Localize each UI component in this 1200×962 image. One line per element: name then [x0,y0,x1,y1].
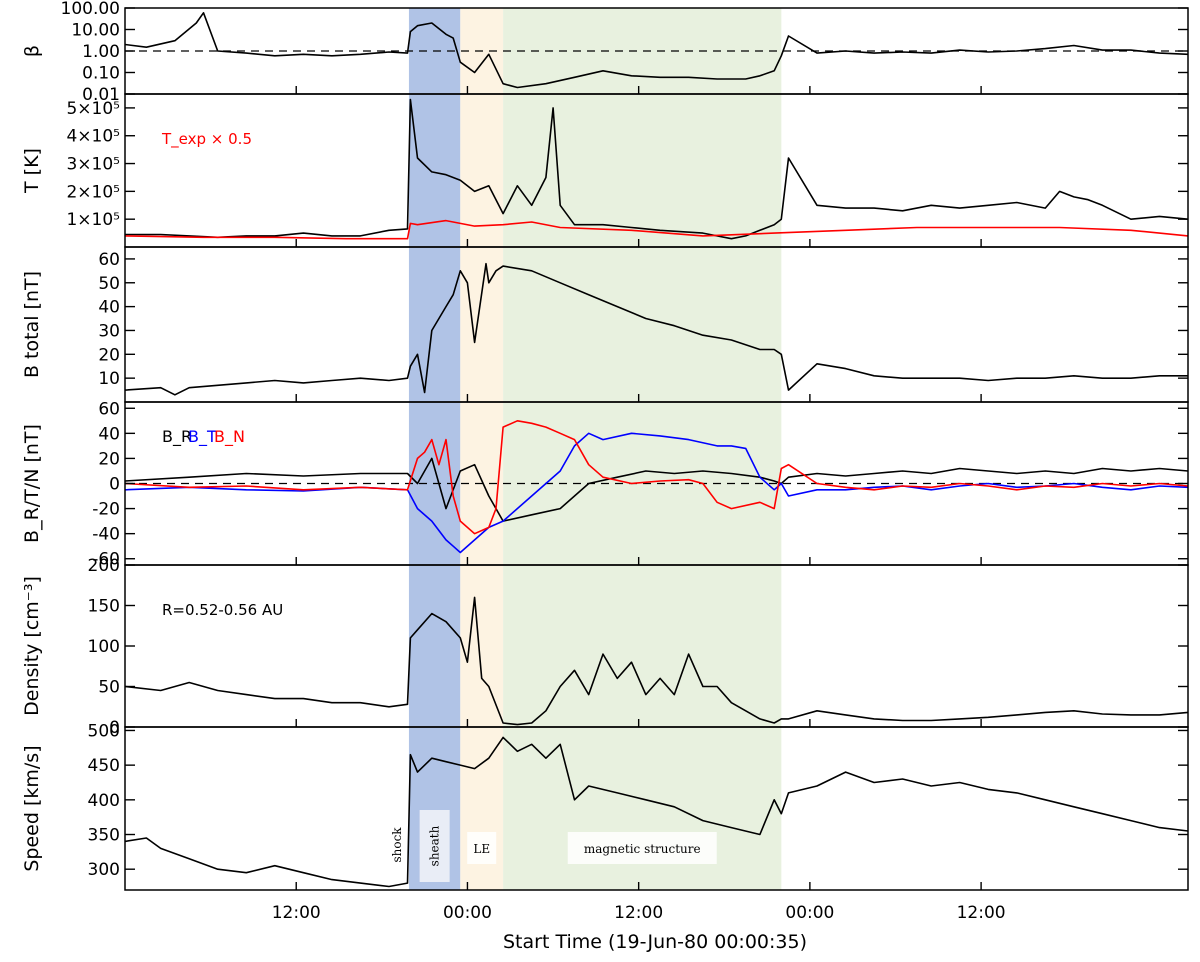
temperature-annotation: T_exp × 0.5 [161,130,252,149]
x-tick-label: 00:00 [785,903,834,923]
region-label-sheath: sheath [428,825,442,866]
temperature-y-tick-label: 5×10⁵ [66,99,120,119]
beta-y-tick-label: 10.00 [71,21,120,41]
beta-y-axis-title: β [21,45,43,57]
b_components-y-tick-label: -20 [92,500,120,520]
b_components-series-br-line [124,457,1189,522]
b_total-y-tick-label: 60 [98,250,120,270]
b_total-y-tick-label: 50 [98,274,120,294]
x-tick-label: 00:00 [443,903,492,923]
legend-bt: B_T [188,427,217,447]
b_total-series-black-line [124,262,1188,396]
series-layer [124,12,1189,888]
speed-y-tick-label: 450 [88,756,120,776]
density-annotation: R=0.52-0.56 AU [162,601,283,619]
speed-y-tick-label: 500 [88,721,120,741]
region-label-magnetic-structure-box [567,832,717,864]
beta-y-tick-label: 0.10 [82,64,120,84]
b_components-y-tick-label: -40 [92,525,120,545]
b_components-series-bn-line [124,419,1189,535]
beta-y-tick-label: 0.01 [82,85,120,105]
beta-y-tick-label: 1.00 [82,42,120,62]
b_components-series-bt-line [124,432,1189,554]
temperature-y-tick-label: 4×10⁵ [66,127,120,147]
b_total-y-tick-label: 10 [98,369,120,389]
temperature-y-tick-label: 1×10⁵ [66,210,120,230]
b_total-y-tick-label: 40 [98,298,120,318]
temperature-series-red-line [124,219,1189,240]
b_components-y-tick-label: 0 [109,475,120,495]
speed-y-tick-label: 350 [88,826,120,846]
density-y-tick-label: 200 [88,556,120,576]
region-label-le: LE [473,842,490,856]
region-label-magnetic-structure: magnetic structure [584,842,701,856]
text-layer: 100.00 10.001.000.100.01 β 1×10⁵ 2×10⁵ 3×10⁵ 4… [21,0,1006,923]
x-axis-title: Start Time (19-Jun-80 00:00:35) [503,931,807,953]
region-label-le-box [467,832,497,864]
region-magnetic-structure-shade [503,8,782,890]
legend-bn: B_N [214,427,245,447]
b_components-y-tick-label: 40 [98,424,120,444]
b_components-y-tick-label: 20 [98,449,120,469]
speed-y-tick-label: 300 [88,860,120,880]
speed-series-black-line [124,736,1189,888]
region-label-sheath-box [419,810,450,882]
b_total-y-tick-label: 20 [98,345,120,365]
b_total-y-axis-title: B total [nT] [21,271,43,378]
density-y-tick-label: 0 [109,718,120,738]
x-tick-label: 12:00 [272,903,321,923]
region-label-shock: shock [390,827,404,863]
x-tick-label: 12:00 [614,903,663,923]
b_components-y-tick-label: 60 [98,399,120,419]
region-le-shade [460,8,504,890]
shading-layer [408,8,782,890]
temperature-y-axis-title: T [K] [21,148,43,194]
b_components-y-tick-label: -60 [92,550,120,570]
temperature-series-black-line [125,98,1189,240]
speed-y-tick-label: 400 [88,791,120,811]
b_components-y-axis-title: B_R/T/N [nT] [21,424,43,543]
speed-y-axis-title: Speed [km/s] [21,745,43,871]
frames-layer [124,7,1189,891]
b_total-y-tick-label: 30 [98,321,120,341]
density-y-tick-label: 100 [88,637,120,657]
density-y-axis-title: Density [cm⁻³] [21,576,43,716]
density-y-tick-label: 50 [98,678,120,698]
density-series-black-line [124,596,1189,726]
density-y-tick-label: 150 [88,597,120,617]
temperature-y-tick-label: 2×10⁵ [66,182,120,202]
beta-y-tick-label: 100.00 [61,0,120,19]
temperature-y-tick-label: 3×10⁵ [66,155,120,175]
x-tick-label: 12:00 [957,903,1006,923]
beta-series-black-line [124,12,1189,89]
speed-panel-frame [124,726,1189,891]
legend-br: B_R [162,427,192,447]
